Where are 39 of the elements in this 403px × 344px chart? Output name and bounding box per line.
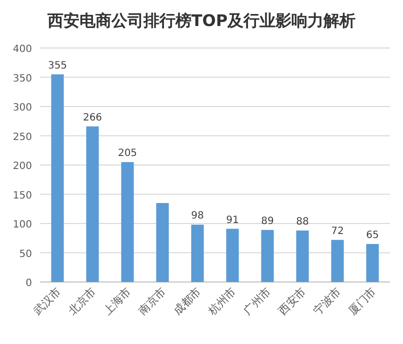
- x-tick-label: 成都市: [171, 284, 204, 318]
- data-label: 205: [118, 148, 138, 160]
- data-label: 89: [261, 216, 274, 227]
- bar: [366, 244, 379, 282]
- data-label: 355: [48, 60, 68, 72]
- x-tick-label: 南京市: [136, 284, 169, 318]
- bar: [156, 203, 169, 282]
- data-label: 88: [296, 216, 309, 228]
- bar: [296, 230, 309, 282]
- data-label: 65: [366, 230, 379, 241]
- y-tick-label: 250: [12, 132, 32, 143]
- bar: [191, 224, 204, 282]
- bar: [331, 240, 344, 282]
- x-tick-label: 杭州市: [205, 284, 239, 318]
- x-tick-label: 上海市: [101, 284, 134, 318]
- y-tick-label: 150: [12, 190, 32, 202]
- x-tick-label: 北京市: [66, 284, 99, 318]
- y-tick-label: 0: [26, 278, 32, 289]
- bar: [226, 228, 239, 282]
- y-tick-label: 50: [19, 248, 32, 260]
- x-tick-label: 宁波市: [311, 284, 344, 318]
- bar: [51, 74, 64, 282]
- chart-title: 西安电商公司排行榜TOP及行业影响力解析: [46, 11, 356, 30]
- data-label: 91: [226, 214, 239, 226]
- data-label: 72: [331, 226, 344, 237]
- bar: [86, 126, 99, 282]
- data-label: 266: [82, 112, 102, 124]
- bar: [121, 162, 134, 282]
- y-tick-label: 350: [12, 73, 32, 84]
- y-tick-label: 200: [12, 161, 32, 172]
- x-tick-label: 西安市: [276, 284, 309, 318]
- y-tick-label: 400: [12, 44, 32, 55]
- x-tick-label: 武汉市: [31, 284, 64, 318]
- x-tick-label: 厦门市: [346, 284, 379, 318]
- data-label: 98: [191, 210, 204, 222]
- bar: [261, 230, 274, 282]
- y-tick-label: 100: [12, 220, 32, 230]
- y-tick-label: 300: [12, 102, 32, 114]
- x-tick-label: 广州市: [241, 284, 274, 318]
